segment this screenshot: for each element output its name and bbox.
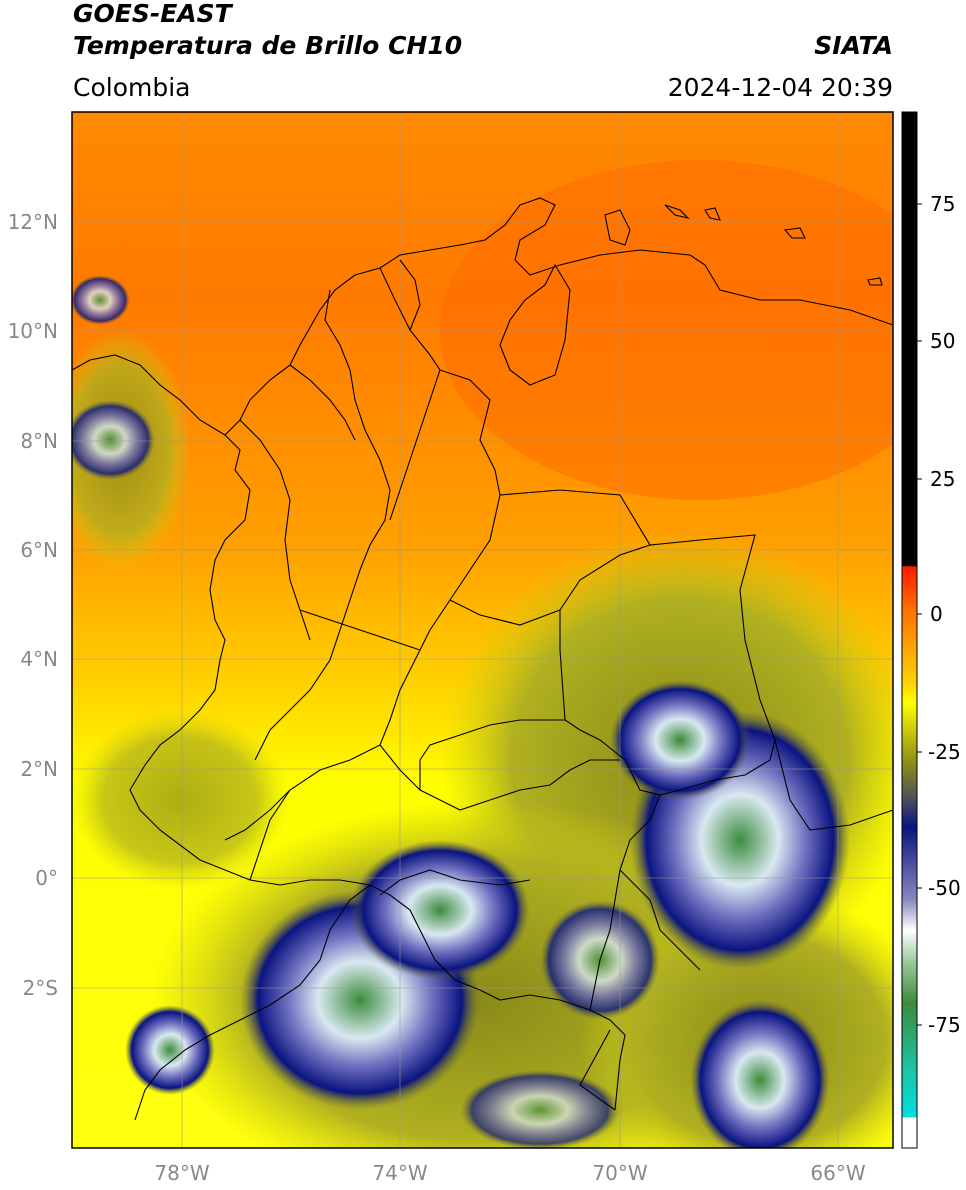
colorbar-tick-label: 50 xyxy=(930,329,955,353)
lat-tick-label: 8°N xyxy=(20,429,58,453)
colorbar-tick-label: 0 xyxy=(930,602,943,626)
map-frame xyxy=(71,111,894,1149)
lon-tick-label: 70°W xyxy=(592,1161,647,1185)
graticule xyxy=(72,112,893,1148)
lat-tick-label: 2°N xyxy=(20,757,58,781)
lon-tick-label: 74°W xyxy=(372,1161,427,1185)
colorbar-tick-label: 75 xyxy=(930,192,955,216)
colorbar-tick-label: -25 xyxy=(928,740,961,764)
lon-tick-label: 66°W xyxy=(810,1161,865,1185)
lat-tick-label: 0° xyxy=(35,866,58,890)
region-label: Colombia xyxy=(73,73,191,102)
colorbar-frame xyxy=(901,111,918,1149)
lat-tick-label: 10°N xyxy=(8,319,58,343)
islands xyxy=(604,204,883,286)
agency-label: SIATA xyxy=(814,31,893,60)
lat-tick-label: 2°S xyxy=(23,976,58,1000)
colorbar-gradient xyxy=(902,112,917,1148)
boundaries xyxy=(72,197,893,1121)
lon-tick-label: 78°W xyxy=(154,1161,209,1185)
product-title: Temperatura de Brillo CH10 xyxy=(73,31,463,60)
lat-tick-label: 12°N xyxy=(8,210,58,234)
timestamp-label: 2024-12-04 20:39 xyxy=(667,73,893,102)
lat-tick-label: 6°N xyxy=(20,538,58,562)
colorbar-tick-label: -50 xyxy=(928,876,961,900)
brightness-temperature-field xyxy=(72,112,893,1148)
lat-tick-label: 4°N xyxy=(20,647,58,671)
colorbar: 75 50 25 0 -25 -50 -75 xyxy=(901,111,961,1149)
colorbar-tick-label: -75 xyxy=(928,1013,961,1037)
satellite-title: GOES-EAST xyxy=(73,0,232,28)
colorbar-tick-label: 25 xyxy=(930,467,955,491)
